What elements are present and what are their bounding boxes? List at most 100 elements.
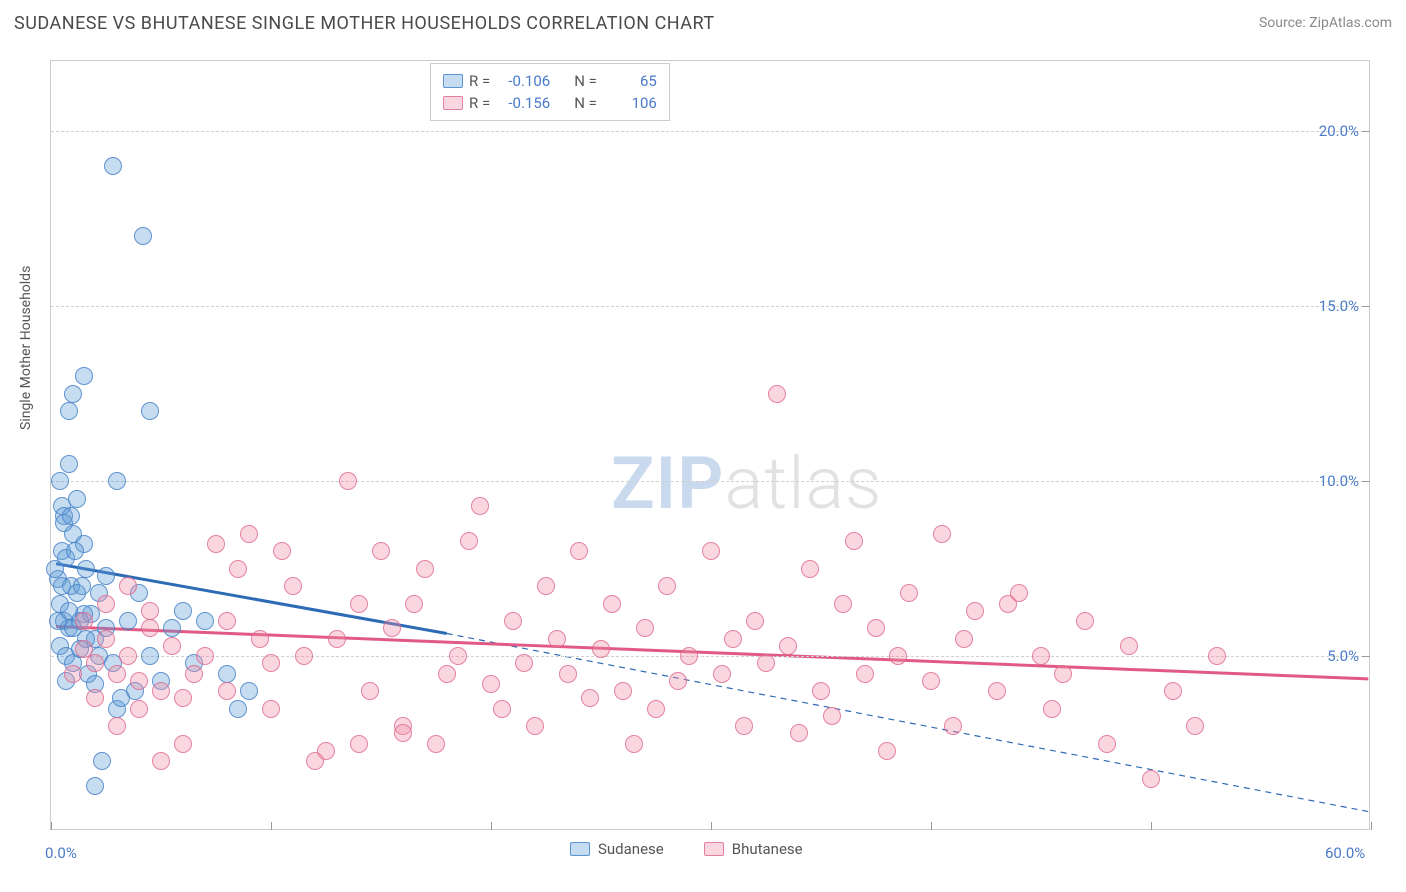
scatter-point [746, 612, 764, 630]
gridline [51, 306, 1369, 307]
scatter-point [471, 497, 489, 515]
scatter-point [1120, 637, 1138, 655]
gridline [51, 656, 1369, 657]
plot-area: ZIPatlas 5.0%10.0%15.0%20.0% [50, 60, 1370, 830]
scatter-point [97, 630, 115, 648]
scatter-point [328, 630, 346, 648]
legend-row-bhutanese: R = -0.156 N = 106 [443, 92, 657, 114]
scatter-point [53, 577, 71, 595]
scatter-point [1032, 647, 1050, 665]
xtick-mark [711, 822, 712, 830]
scatter-point [548, 630, 566, 648]
scatter-point [218, 665, 236, 683]
watermark-atlas: atlas [724, 441, 882, 526]
scatter-point [86, 689, 104, 707]
legend-r-label: R = [469, 92, 490, 114]
scatter-point [713, 665, 731, 683]
scatter-point [104, 157, 122, 175]
legend-r-value-sudanese: -0.106 [496, 70, 550, 92]
scatter-point [768, 385, 786, 403]
scatter-point [383, 619, 401, 637]
legend-r-label: R = [469, 70, 490, 92]
scatter-point [75, 367, 93, 385]
scatter-point [1043, 700, 1061, 718]
scatter-point [97, 567, 115, 585]
scatter-point [823, 707, 841, 725]
scatter-point [416, 560, 434, 578]
ytick-mark [1362, 656, 1370, 657]
scatter-point [581, 689, 599, 707]
scatter-point [60, 455, 78, 473]
scatter-point [218, 682, 236, 700]
xtick-mark [51, 822, 52, 830]
scatter-point [658, 577, 676, 595]
scatter-point [603, 595, 621, 613]
scatter-point [108, 665, 126, 683]
scatter-point [218, 612, 236, 630]
trend-lines [51, 61, 1369, 829]
chart-title: SUDANESE VS BHUTANESE SINGLE MOTHER HOUS… [14, 13, 715, 34]
scatter-point [86, 654, 104, 672]
scatter-point [790, 724, 808, 742]
scatter-point [152, 752, 170, 770]
legend-label-bhutanese: Bhutanese [732, 840, 803, 858]
scatter-point [955, 630, 973, 648]
scatter-point [735, 717, 753, 735]
scatter-point [1010, 584, 1028, 602]
scatter-point [647, 700, 665, 718]
scatter-point [60, 402, 78, 420]
scatter-point [68, 490, 86, 508]
scatter-point [93, 752, 111, 770]
legend-n-value-bhutanese: 106 [603, 92, 657, 114]
scatter-point [273, 542, 291, 560]
legend-n-label: N = [574, 92, 597, 114]
scatter-point [207, 535, 225, 553]
scatter-point [1208, 647, 1226, 665]
scatter-point [134, 227, 152, 245]
y-axis-label: Single Mother Households [18, 266, 34, 430]
legend-n-value-sudanese: 65 [603, 70, 657, 92]
scatter-point [240, 682, 258, 700]
trend-line [447, 634, 1369, 812]
source-prefix: Source: [1259, 15, 1309, 31]
scatter-point [493, 700, 511, 718]
scatter-point [944, 717, 962, 735]
scatter-point [196, 647, 214, 665]
scatter-point [75, 612, 93, 630]
scatter-point [1142, 770, 1160, 788]
scatter-point [174, 735, 192, 753]
legend-swatch-sudanese [443, 74, 463, 88]
scatter-point [922, 672, 940, 690]
chart-source: Source: ZipAtlas.com [1259, 15, 1392, 31]
scatter-point [284, 577, 302, 595]
scatter-point [1054, 665, 1072, 683]
series-legend: Sudanese Bhutanese [570, 840, 803, 858]
scatter-point [251, 630, 269, 648]
legend-n-label: N = [574, 70, 597, 92]
scatter-point [559, 665, 577, 683]
scatter-point [988, 682, 1006, 700]
scatter-point [119, 647, 137, 665]
scatter-point [108, 472, 126, 490]
scatter-point [163, 637, 181, 655]
ytick-label: 5.0% [1327, 647, 1359, 665]
scatter-point [757, 654, 775, 672]
scatter-point [46, 560, 64, 578]
scatter-point [702, 542, 720, 560]
scatter-point [636, 619, 654, 637]
scatter-point [405, 595, 423, 613]
xtick-mark [931, 822, 932, 830]
scatter-point [350, 735, 368, 753]
legend-row-sudanese: R = -0.106 N = 65 [443, 70, 657, 92]
scatter-point [372, 542, 390, 560]
scatter-point [801, 560, 819, 578]
scatter-point [449, 647, 467, 665]
xtick-label: 60.0% [1325, 844, 1365, 862]
ytick-label: 10.0% [1319, 472, 1359, 490]
xtick-mark [1371, 822, 1372, 830]
scatter-point [966, 602, 984, 620]
ytick-mark [1362, 306, 1370, 307]
ytick-mark [1362, 481, 1370, 482]
xtick-label: 0.0% [45, 844, 77, 862]
scatter-point [889, 647, 907, 665]
